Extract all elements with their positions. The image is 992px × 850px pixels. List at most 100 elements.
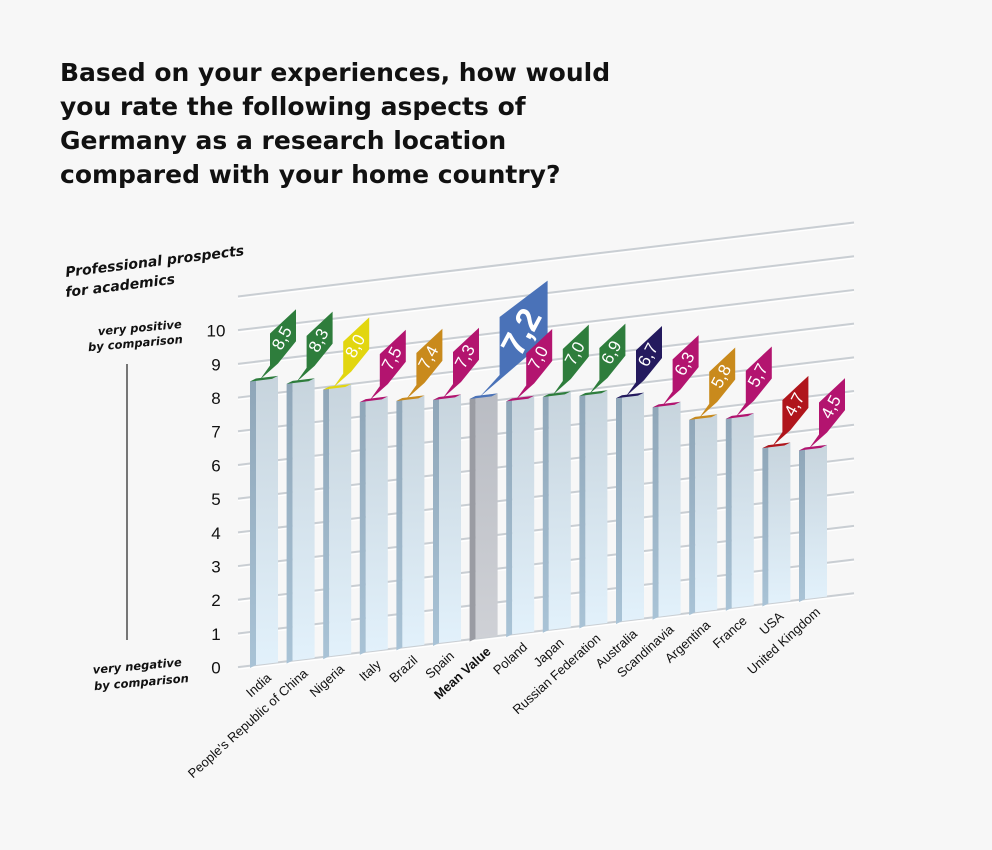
bar-top-cap (359, 396, 388, 403)
bar-russian-federation: 6,9 (579, 323, 626, 629)
x-label-poland: Poland (490, 639, 530, 677)
bar-side-face (396, 398, 403, 651)
bar-side-face (469, 396, 476, 642)
y-tick-label: 9 (211, 355, 220, 374)
y-tick-label: 8 (211, 389, 220, 408)
gridline-highlight (237, 594, 855, 670)
bar-side-face (799, 447, 805, 603)
bar-front-face (695, 414, 718, 613)
bar-australia: 6,7 (616, 325, 662, 625)
gridline (237, 221, 855, 298)
bars: 8,5 8,3 8,0 7,5 7,4 7,3 7,27,0 7,0 6,9 6,7 6,3 5,8 5… (250, 280, 845, 668)
x-label-argentina: Argentina (662, 617, 714, 666)
x-label-france: France (710, 613, 750, 651)
value-flag (443, 327, 479, 399)
value-flag (260, 309, 296, 380)
bar-front-face (439, 394, 461, 644)
bar-side-face (762, 445, 769, 607)
bar-japan: 7,0 (542, 324, 589, 633)
bar-front-face (402, 395, 425, 648)
bar-side-face (250, 378, 256, 668)
scale-top-label: very positive by comparison (87, 317, 183, 354)
bar-usa: 4,7 (762, 375, 809, 607)
bar-india: 8,5 (250, 309, 296, 668)
bar-people-s-republic-of-china: 8,3 (286, 311, 333, 664)
bar-top-cap (542, 391, 571, 397)
bar-top-cap (250, 375, 278, 382)
y-tick-label: 6 (211, 456, 220, 475)
bar-side-face (323, 386, 330, 660)
bar-front-face (731, 413, 754, 608)
bar-front-face (256, 375, 278, 665)
x-label-united-kingdom: United Kingdom (744, 604, 823, 677)
value-flag (369, 329, 406, 401)
bar-side-face (725, 415, 732, 611)
y-tick-label: 2 (211, 591, 220, 610)
bar-front-face (658, 401, 681, 617)
bar-front-face (365, 396, 388, 652)
bar-front-face (292, 378, 315, 661)
bar-top-cap (323, 383, 352, 390)
y-tick-label: 0 (211, 659, 220, 678)
y-tick-label: 3 (211, 558, 220, 577)
y-tick-label: 7 (211, 423, 220, 442)
bar-front-face (768, 442, 791, 604)
value-flag (735, 346, 772, 417)
value-flag (589, 323, 626, 394)
bar-top-cap (433, 394, 461, 401)
x-label-brazil: Brazil (386, 652, 420, 685)
value-flag (699, 347, 736, 418)
bar-top-cap (725, 413, 754, 419)
scale-bottom-label: very negative by comparison (92, 655, 189, 693)
bar-front-face (622, 392, 644, 622)
value-flag (772, 375, 809, 447)
chart-title: Professional prospects for academics (65, 243, 245, 301)
bar-side-face (433, 397, 439, 647)
bar-scandinavia: 6,3 (652, 335, 699, 620)
bar-top-cap (689, 414, 718, 420)
bar-top-cap (396, 395, 425, 402)
value-flag (516, 329, 553, 400)
bar-united-kingdom: 4,5 (799, 378, 845, 603)
value-flag (479, 280, 548, 398)
bar-top-cap (469, 393, 498, 400)
bar-side-face (542, 393, 549, 633)
bar-top-cap (616, 392, 644, 399)
bar-front-face (548, 391, 571, 630)
y-tick-label: 5 (211, 490, 220, 509)
bar-side-face (689, 416, 696, 616)
bar-side-face (286, 380, 293, 664)
bar-top-cap (506, 395, 535, 402)
bar-side-face (652, 404, 659, 620)
bar-top-cap (652, 401, 681, 408)
y-axis-ticks: 0 1 2 3 4 5 6 7 8 9 10 (207, 322, 226, 678)
value-flag (626, 325, 662, 397)
value-flag (333, 317, 370, 388)
x-label-nigeria: Nigeria (307, 661, 348, 700)
bar-front-face (329, 383, 352, 657)
value-flag (552, 324, 589, 395)
y-tick-label: 1 (211, 625, 220, 644)
bar-argentina: 5,8 (689, 347, 736, 616)
x-label-people-s-republic-of-china: People's Republic of China (185, 665, 311, 781)
bar-top-cap (579, 390, 608, 396)
bar-front-face (512, 395, 535, 635)
bar-top-cap (762, 442, 791, 449)
x-label-italy: Italy (356, 657, 384, 684)
value-flag (809, 378, 845, 449)
gridline-highlight (237, 223, 855, 300)
value-flag (296, 311, 333, 382)
y-tick-label: 10 (207, 322, 226, 341)
bar-top-cap (286, 378, 315, 384)
bar-italy: 7,5 (359, 329, 406, 655)
bar-front-face (475, 393, 498, 639)
bar-nigeria: 8,0 (323, 317, 370, 660)
value-flag (406, 328, 443, 400)
bar-side-face (616, 395, 622, 625)
value-flag (662, 335, 699, 406)
y-tick-label: 4 (211, 524, 220, 543)
bar-front-face (805, 444, 827, 600)
bar-side-face (579, 392, 586, 629)
bar-side-face (359, 399, 366, 655)
